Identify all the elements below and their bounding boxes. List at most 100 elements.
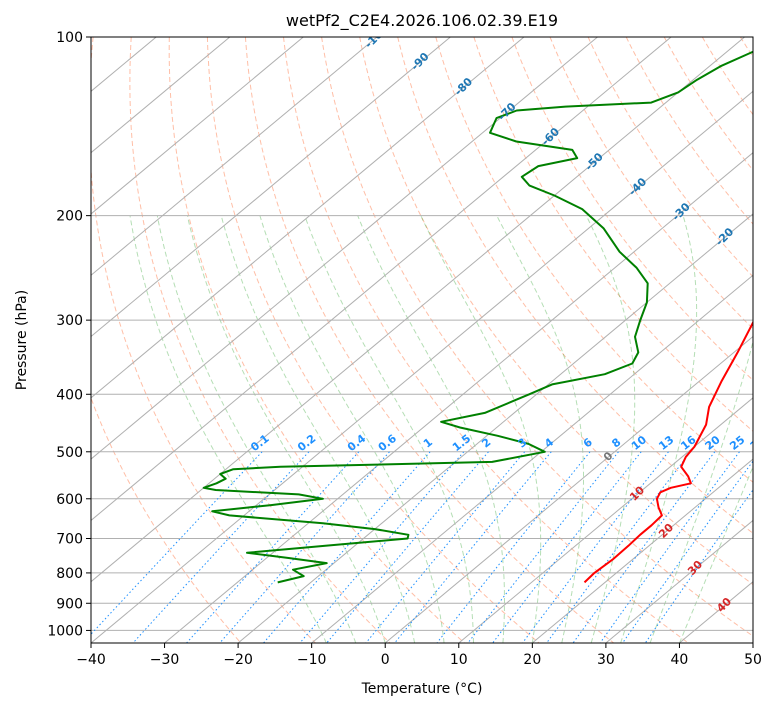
mixing-ratio-label: 36 [769, 433, 775, 453]
dry-adiabat [359, 37, 753, 586]
isotherm-line [91, 90, 753, 643]
y-axis-label: Pressure (hPa) [14, 290, 30, 390]
isotherm-label: -10 [757, 250, 775, 273]
isotherm-line [91, 37, 231, 154]
dry-adiabat [321, 37, 753, 637]
mixing-ratio-line [522, 451, 669, 643]
moist-adiabat [220, 215, 416, 643]
x-tick-label: −40 [76, 652, 106, 668]
x-tick-label: 30 [597, 652, 615, 668]
isotherm-line [311, 274, 753, 643]
y-tick-label: 400 [56, 387, 83, 403]
x-axis: −40 −30 −20 −10 0 10 20 30 40 50 [76, 643, 762, 668]
mixing-ratio-line [546, 451, 691, 643]
isotherm-line [605, 519, 753, 643]
chart-title: wetPf2_C2E4.2026.106.02.39.E19 [286, 11, 558, 31]
isotherm-line [91, 37, 378, 276]
moist-adiabat [259, 215, 445, 643]
dry-adiabat [91, 396, 242, 643]
mixing-ratio-line [132, 451, 310, 643]
isotherm-label: -40 [626, 175, 649, 198]
moist-adiabat [585, 215, 636, 643]
isotherm-line [531, 458, 753, 643]
isotherm-line [384, 335, 753, 643]
isotherm-line [91, 37, 451, 338]
isotherm-line [91, 37, 525, 399]
dewpoint-profile [202, 50, 753, 584]
mixing-ratio-label: 30 [748, 433, 768, 453]
mixing-ratio-line [599, 451, 740, 643]
mixing-ratio-label: 4 [542, 435, 556, 450]
y-tick-label: 600 [56, 492, 83, 508]
isotherm-line [91, 37, 304, 215]
mixing-ratio-label: 10 [629, 433, 649, 453]
dry-adiabat [701, 37, 753, 116]
mixing-ratio-line [186, 451, 360, 643]
isotherm-line [679, 581, 753, 643]
dry-adiabat [435, 37, 753, 483]
isotherm-line [752, 642, 753, 643]
isotherm-label: -90 [408, 50, 431, 73]
isotherm-label: -80 [452, 75, 475, 98]
moist-adiabat [357, 215, 505, 643]
dry-adiabat [663, 37, 753, 171]
background-lines [91, 37, 753, 643]
plot-frame [90, 36, 754, 644]
x-tick-label: 40 [671, 652, 689, 668]
mixing-ratio-line [467, 451, 619, 643]
dry-adiabat [244, 37, 615, 643]
isotherm-line [91, 37, 745, 583]
moist-adiabat [420, 215, 542, 643]
temperature-profile [583, 320, 753, 584]
mixing-ratio-line [394, 451, 552, 643]
moist-adiabat [678, 465, 753, 643]
y-tick-label: 1000 [47, 623, 83, 639]
dry-adiabat [397, 37, 753, 534]
dry-adiabat [91, 37, 316, 643]
isotherm-line [91, 37, 672, 522]
isotherm-line [237, 213, 753, 643]
mixing-ratio-label: 2 [479, 436, 493, 451]
dry-adiabat [739, 37, 753, 58]
mixing-ratio-line [91, 451, 263, 635]
mixing-ratio-line [365, 451, 526, 643]
y-tick-label: 300 [56, 313, 83, 329]
moist-adiabat [304, 215, 474, 643]
isotherm-line [91, 37, 598, 460]
dry-adiabat [129, 37, 391, 643]
x-tick-label: −20 [223, 652, 253, 668]
x-tick-label: 10 [450, 652, 468, 668]
dry-adiabat [549, 37, 753, 330]
mixing-ratio-label: 25 [727, 433, 747, 453]
isotherm-line [164, 152, 753, 643]
mixing-ratio-label: 20 [703, 433, 723, 453]
mixing-ratio-line [326, 451, 489, 643]
y-tick-label: 800 [56, 566, 83, 582]
dry-adiabat [473, 37, 753, 432]
moist-adiabat [620, 215, 698, 643]
moist-adiabat [649, 339, 753, 643]
x-tick-label: 50 [744, 652, 762, 668]
x-tick-label: 20 [523, 652, 541, 668]
mixing-ratio-line [492, 451, 642, 643]
moist-adiabat [186, 215, 386, 643]
moist-adiabat [129, 215, 327, 643]
mixing-ratio-line [622, 460, 753, 643]
x-tick-label: −30 [150, 652, 180, 668]
dry-adiabat [283, 37, 689, 643]
isotherm-label: -70 [495, 100, 518, 123]
y-axis: 100 200 300 400 500 600 700 800 900 1000 [47, 30, 91, 639]
y-tick-label: 900 [56, 596, 83, 612]
x-tick-label: 0 [381, 652, 390, 668]
y-tick-label: 500 [56, 445, 83, 461]
mixing-ratio-label: 0.1 [248, 432, 271, 454]
mixing-ratio-label: 0.2 [295, 432, 318, 454]
isotherm-label: -50 [583, 150, 606, 173]
data-lines [202, 50, 753, 584]
x-axis-label: Temperature (°C) [361, 681, 483, 697]
mixing-ratio-line [644, 489, 753, 643]
mixing-ratio-labels: 0.1 0.2 0.4 0.6 1 1.5 2 3 4 6 8 10 13 16 20 25 30 36 [248, 432, 775, 454]
mixing-ratio-label: 13 [656, 433, 676, 453]
